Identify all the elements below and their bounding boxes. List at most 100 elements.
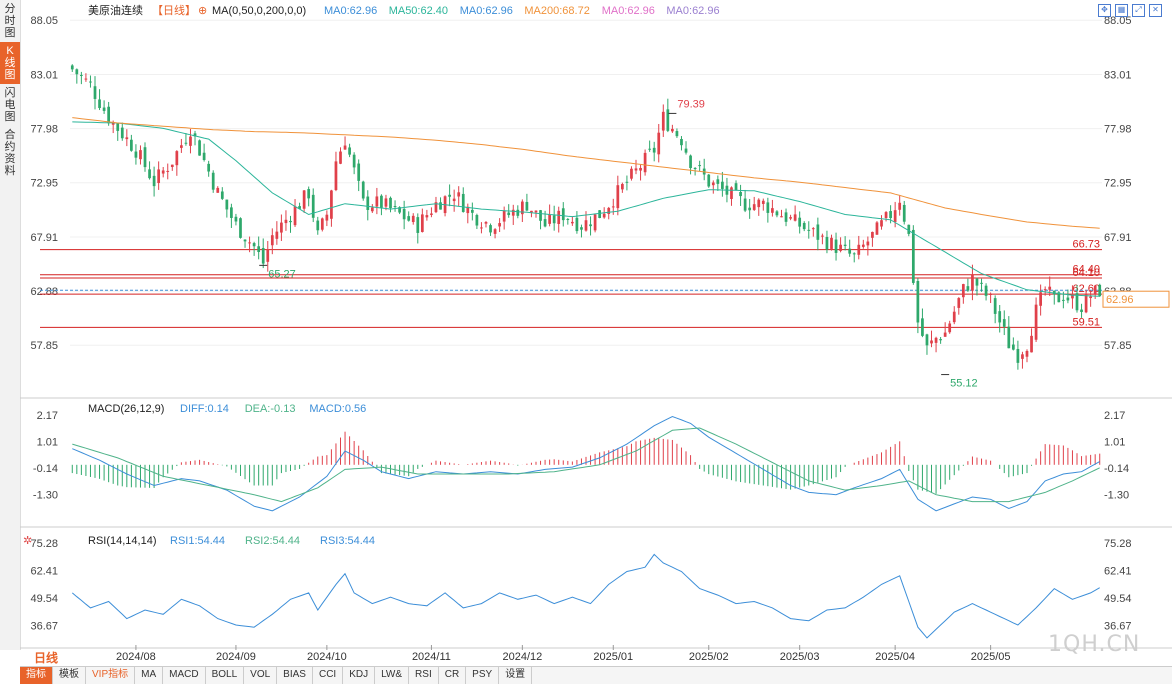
candle-body xyxy=(680,139,683,146)
candle-body xyxy=(239,218,242,238)
candle-225 xyxy=(1093,284,1097,299)
candle-body xyxy=(902,204,906,222)
candle-body xyxy=(1030,335,1033,353)
toolbar-item-8[interactable]: CCI xyxy=(313,667,344,684)
sidebar-tab-0[interactable]: 分时图 xyxy=(4,3,16,39)
candle-58 xyxy=(334,151,338,192)
toolbar-item-10[interactable]: LW& xyxy=(375,667,410,684)
candle-body xyxy=(116,123,120,131)
candle-207 xyxy=(1011,337,1015,351)
candle-195 xyxy=(957,297,961,315)
toolbar-item-7[interactable]: BIAS xyxy=(277,667,313,684)
ma-item-1: MA50:62.40 xyxy=(389,5,448,17)
x-label-5: 2025/01 xyxy=(593,651,633,663)
candle-99 xyxy=(520,199,524,223)
candle-body xyxy=(1011,344,1015,350)
candle-body xyxy=(734,183,738,191)
candle-3 xyxy=(84,73,88,82)
candle-body xyxy=(1071,295,1074,299)
candle-body xyxy=(939,339,942,341)
price-tick-right-1: 83.01 xyxy=(1104,69,1132,81)
candle-146 xyxy=(734,180,738,191)
hline-label-0: 66.73 xyxy=(1072,239,1100,251)
toolbar-item-14[interactable]: 设置 xyxy=(499,667,533,684)
x-label-9: 2025/05 xyxy=(971,651,1011,663)
candle-body xyxy=(830,237,833,249)
period-label[interactable]: 日线 xyxy=(34,651,59,665)
toolbar-item-6[interactable]: VOL xyxy=(244,667,278,684)
candle-body xyxy=(730,187,733,199)
settings-icon: ✲ xyxy=(23,535,32,547)
candle-90 xyxy=(480,222,483,234)
candle-121 xyxy=(621,182,624,193)
fullscreen-icon[interactable]: ✥ xyxy=(1098,4,1111,17)
kline-chart[interactable]: 88.05 88.05 83.01 83.01 77.98 77.98 72.95 72.95… xyxy=(20,0,1172,666)
candle-110 xyxy=(570,216,574,226)
candle-198 xyxy=(971,264,974,301)
candle-body xyxy=(811,228,815,230)
macd-dea-line xyxy=(72,427,1100,503)
expand-icon[interactable]: ⤢ xyxy=(1132,4,1145,17)
candle-body xyxy=(334,161,338,191)
candle-189 xyxy=(930,330,933,348)
candle-body xyxy=(466,206,470,214)
candle-122 xyxy=(625,175,629,191)
candle-body xyxy=(648,148,652,150)
candle-150 xyxy=(752,196,756,211)
candle-176 xyxy=(871,231,874,247)
candle-112 xyxy=(580,224,583,238)
ma-item-2: MA0:62.96 xyxy=(460,5,513,17)
sidebar-tab-2[interactable]: 闪电图 xyxy=(4,87,16,123)
toolbar-item-2[interactable]: VIP指标 xyxy=(86,667,136,684)
candle-body xyxy=(884,212,888,218)
macd-tick-left-2: -0.14 xyxy=(33,463,58,475)
candle-159 xyxy=(793,205,797,222)
candle-152 xyxy=(761,198,765,211)
toolbar-item-4[interactable]: MACD xyxy=(163,667,206,684)
toolbar-item-11[interactable]: RSI xyxy=(409,667,439,684)
price-tick-right-3: 72.95 xyxy=(1104,178,1132,190)
candle-224 xyxy=(1089,290,1092,307)
rsi-tick-left-0: 75.28 xyxy=(30,538,58,550)
ma-item-4: MA0:62.96 xyxy=(602,5,655,17)
toolbar-item-3[interactable]: MA xyxy=(135,667,164,684)
candle-body xyxy=(848,248,852,254)
toolbar-item-0[interactable]: 指标 xyxy=(20,667,53,684)
candle-77 xyxy=(420,208,424,233)
toolbar-item-5[interactable]: BOLL xyxy=(206,667,245,684)
current-price-label: 62.96 xyxy=(1106,294,1134,306)
candle-25 xyxy=(184,133,188,146)
candle-22 xyxy=(170,164,174,171)
candle-10 xyxy=(116,122,120,141)
close-icon[interactable]: ✕ xyxy=(1149,4,1162,17)
sidebar-tab-3[interactable]: 合约资料 xyxy=(4,129,16,177)
candle-206 xyxy=(1007,316,1011,349)
period-tag: 【日线】 xyxy=(152,3,196,17)
candle-36 xyxy=(234,213,238,226)
candle-80 xyxy=(434,196,438,214)
price-tick-left-1: 83.01 xyxy=(30,69,58,81)
rsi-panel: 75.28 75.28 62.41 62.41 49.54 49.54 36.67 36.67… xyxy=(23,535,1132,633)
candle-body xyxy=(398,207,401,213)
candle-15 xyxy=(139,145,142,165)
candle-body xyxy=(348,147,351,155)
candle-183 xyxy=(902,200,906,225)
candle-61 xyxy=(348,143,351,158)
toolbar-item-13[interactable]: PSY xyxy=(466,667,500,684)
candle-204 xyxy=(998,305,1002,333)
toolbar-item-9[interactable]: KDJ xyxy=(343,667,376,684)
candle-body xyxy=(125,137,129,140)
candle-149 xyxy=(748,198,752,219)
candle-body xyxy=(339,151,342,164)
toolbar-item-1[interactable]: 模板 xyxy=(53,667,86,684)
macd-tick-right-2: -0.14 xyxy=(1104,463,1129,475)
price-tick-left-6: 57.85 xyxy=(30,340,58,352)
candle-191 xyxy=(939,337,942,344)
candle-226 xyxy=(1098,283,1102,297)
candle-body xyxy=(361,181,365,199)
grid-icon[interactable]: ▦ xyxy=(1115,4,1128,17)
candle-body xyxy=(1043,289,1047,291)
toolbar-item-12[interactable]: CR xyxy=(439,667,467,684)
candle-body xyxy=(452,198,456,202)
